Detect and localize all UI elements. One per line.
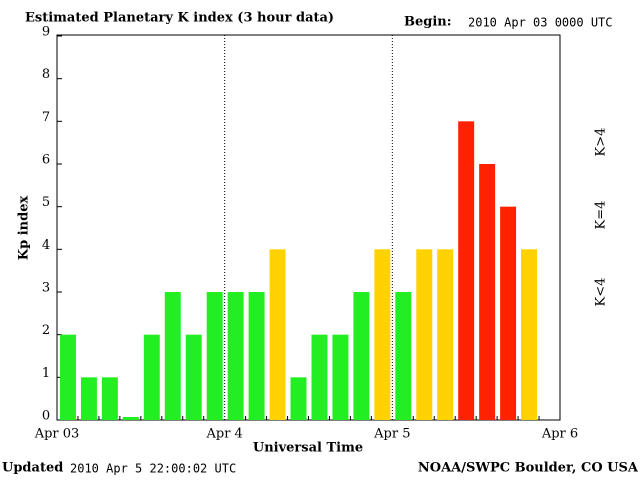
bar	[479, 164, 496, 420]
updated-label: Updated	[2, 461, 63, 476]
begin-label: Begin:	[404, 15, 452, 30]
legend-entry: K=4	[594, 201, 609, 230]
y-tick-label: 9	[42, 25, 50, 40]
y-tick-label: 3	[42, 281, 50, 296]
y-axis-title: Kp index	[17, 196, 32, 261]
bar	[60, 334, 76, 420]
y-tick-label: 2	[42, 323, 50, 338]
bar	[500, 206, 517, 420]
bar	[311, 334, 328, 420]
y-tick-label: 4	[42, 238, 50, 253]
bar	[248, 292, 265, 420]
bar	[80, 377, 97, 420]
bar	[353, 292, 370, 420]
bar	[395, 292, 412, 420]
bar	[227, 292, 244, 420]
y-tick-label: 6	[42, 153, 50, 168]
y-tick-label: 0	[42, 409, 50, 424]
begin-value: 2010 Apr 03 0000 UTC	[468, 16, 613, 30]
y-tick-label: 5	[42, 195, 50, 210]
updated-value: 2010 Apr 5 22:00:02 UTC	[70, 462, 236, 476]
x-tick-label: Apr 4	[206, 427, 243, 442]
x-axis-title: Universal Time	[253, 441, 363, 456]
y-tick-label: 8	[42, 67, 50, 82]
legend-entry: K>4	[594, 128, 609, 157]
x-tick-label: Apr 03	[34, 427, 80, 442]
y-tick-label: 7	[42, 110, 50, 125]
x-tick-label: Apr 5	[373, 427, 410, 442]
x-tick-label: Apr 6	[541, 427, 578, 442]
bar	[101, 377, 118, 420]
bar	[458, 121, 475, 420]
bar	[206, 292, 223, 420]
bar	[416, 249, 433, 420]
bar	[122, 417, 139, 420]
bar	[269, 249, 286, 420]
legend-entry: K<4	[594, 278, 609, 307]
bar	[521, 249, 538, 420]
y-tick-label: 1	[42, 366, 50, 381]
bar	[185, 334, 202, 420]
bar	[143, 334, 160, 420]
bar	[374, 249, 391, 420]
footer: NOAA/SWPC Boulder, CO USA	[418, 461, 639, 476]
bar	[290, 377, 307, 420]
bar	[332, 334, 349, 420]
bar	[164, 292, 181, 420]
chart-title: Estimated Planetary K index (3 hour data…	[25, 11, 334, 26]
bar	[437, 249, 454, 420]
